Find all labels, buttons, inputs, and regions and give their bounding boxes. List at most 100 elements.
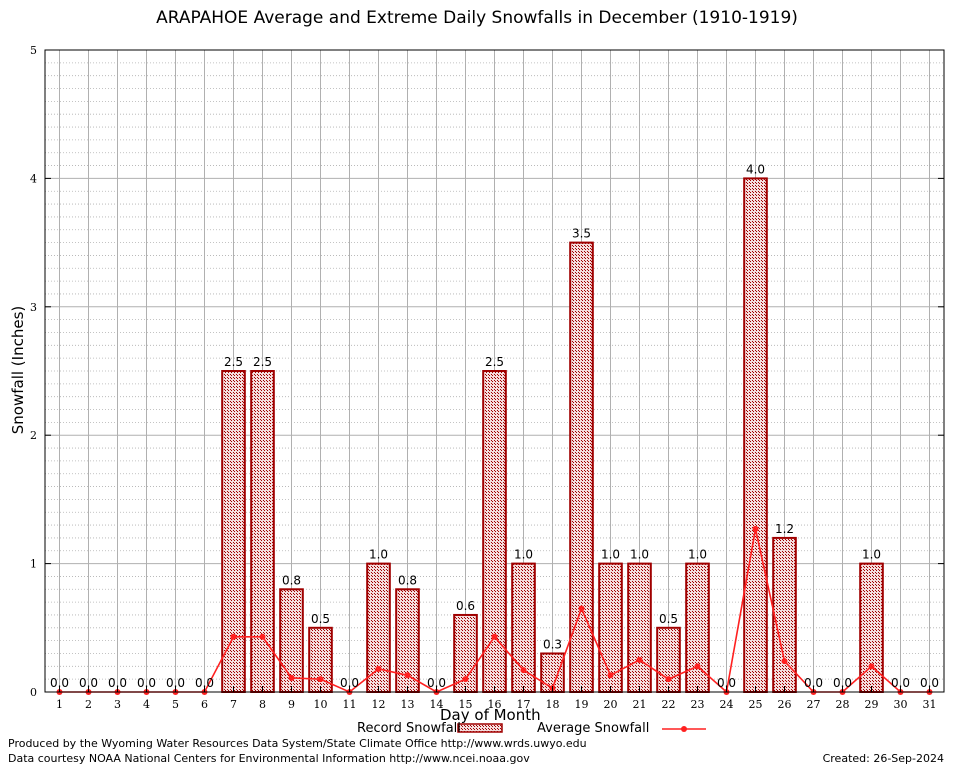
- y-tick-label: 4: [30, 172, 37, 185]
- x-tick-label: 28: [836, 698, 850, 711]
- record-bar: [569, 241, 594, 693]
- bar-value-label: 1.0: [688, 548, 707, 562]
- x-tick-label: 11: [343, 698, 357, 711]
- x-tick-label: 6: [201, 698, 208, 711]
- legend-record-swatch: [457, 723, 503, 733]
- x-tick-label: 19: [575, 698, 589, 711]
- x-tick-label: 14: [430, 698, 444, 711]
- average-point: [462, 676, 469, 683]
- x-tick-label: 10: [314, 698, 328, 711]
- x-tick-label: 21: [633, 698, 647, 711]
- bar-value-label: 0.0: [79, 676, 98, 690]
- average-point: [665, 676, 672, 683]
- bar-value-label: 0.3: [543, 637, 562, 651]
- x-tick-label: 26: [778, 698, 792, 711]
- bar-value-label: 0.0: [920, 676, 939, 690]
- x-tick-label: 29: [865, 698, 879, 711]
- x-tick-label: 12: [372, 698, 386, 711]
- legend-average-point: [681, 726, 687, 732]
- bar-value-label: 0.0: [137, 676, 156, 690]
- bar-value-label: 0.5: [311, 612, 330, 626]
- bar-value-label: 4.0: [746, 162, 765, 176]
- x-tick-label: 13: [401, 698, 415, 711]
- average-point: [607, 672, 614, 679]
- x-tick-label: 31: [923, 698, 937, 711]
- bar-value-label: 2.5: [253, 355, 272, 369]
- bar-value-label: 0.0: [833, 676, 852, 690]
- average-point: [259, 633, 266, 640]
- footer-created-date: Created: 26-Sep-2024: [822, 752, 944, 765]
- x-tick-label: 22: [662, 698, 676, 711]
- record-bar: [627, 562, 652, 693]
- x-tick-label: 24: [720, 698, 734, 711]
- x-tick-label: 5: [172, 698, 179, 711]
- record-bar: [482, 370, 507, 693]
- average-point: [752, 525, 759, 532]
- x-tick-label: 17: [517, 698, 531, 711]
- bar-value-label: 0.0: [166, 676, 185, 690]
- x-tick-label: 1: [56, 698, 63, 711]
- x-tick-label: 7: [230, 698, 237, 711]
- legend-average-label: Average Snowfall: [537, 721, 650, 736]
- x-tick-label: 8: [259, 698, 266, 711]
- bar-value-label: 1.0: [630, 548, 649, 562]
- x-tick-label: 16: [488, 698, 502, 711]
- legend-record-label: Record Snowfall: [357, 721, 461, 736]
- bar-value-label: 3.5: [572, 227, 591, 241]
- bar-value-label: 1.0: [514, 548, 533, 562]
- average-point: [781, 658, 788, 665]
- average-point: [868, 663, 875, 670]
- x-tick-label: 30: [894, 698, 908, 711]
- bar-value-label: 1.0: [601, 548, 620, 562]
- footer-produced-by: Produced by the Wyoming Water Resources …: [8, 737, 587, 750]
- bar-value-label: 0.5: [659, 612, 678, 626]
- x-tick-label: 3: [114, 698, 121, 711]
- x-tick-label: 2: [85, 698, 92, 711]
- y-tick-label: 0: [30, 686, 37, 699]
- bar-value-label: 1.0: [369, 548, 388, 562]
- bar-value-label: 0.8: [398, 573, 417, 587]
- x-axis-label: Day of Month: [440, 706, 541, 724]
- average-point: [520, 667, 527, 674]
- bar-value-label: 0.0: [108, 676, 127, 690]
- record-bar: [656, 626, 681, 693]
- average-point: [636, 656, 643, 663]
- y-tick-label: 5: [30, 44, 37, 57]
- bar-value-label: 0.0: [891, 676, 910, 690]
- average-point: [288, 674, 295, 681]
- record-bar: [743, 177, 768, 693]
- bar-value-label: 0.6: [456, 599, 475, 613]
- bar-value-label: 2.5: [485, 355, 504, 369]
- average-point: [375, 665, 382, 672]
- bar-value-label: 0.0: [340, 676, 359, 690]
- chart-title: ARAPAHOE Average and Extreme Daily Snowf…: [156, 8, 798, 28]
- x-tick-label: 23: [691, 698, 705, 711]
- bar-value-label: 1.2: [775, 522, 794, 536]
- x-tick-label: 25: [749, 698, 763, 711]
- average-point: [230, 633, 237, 640]
- footer-data-courtesy: Data courtesy NOAA National Centers for …: [8, 752, 530, 765]
- average-point: [694, 663, 701, 670]
- bar-value-label: 2.5: [224, 355, 243, 369]
- average-point: [317, 676, 324, 683]
- y-tick-label: 2: [30, 429, 37, 442]
- average-point: [491, 633, 498, 640]
- x-tick-label: 15: [459, 698, 473, 711]
- average-point: [404, 672, 411, 679]
- bar-value-label: 0.8: [282, 573, 301, 587]
- x-tick-label: 20: [604, 698, 618, 711]
- y-tick-label: 1: [30, 558, 37, 571]
- average-point: [578, 605, 585, 612]
- x-tick-label: 4: [143, 698, 150, 711]
- record-bar: [366, 562, 391, 693]
- record-bar: [250, 370, 275, 693]
- record-bar: [221, 370, 246, 693]
- y-tick-label: 3: [30, 301, 37, 314]
- bar-value-label: 0.0: [195, 676, 214, 690]
- bar-value-label: 0.0: [804, 676, 823, 690]
- bar-value-label: 0.0: [50, 676, 69, 690]
- bar-value-label: 1.0: [862, 548, 881, 562]
- x-tick-label: 9: [288, 698, 295, 711]
- x-tick-label: 27: [807, 698, 821, 711]
